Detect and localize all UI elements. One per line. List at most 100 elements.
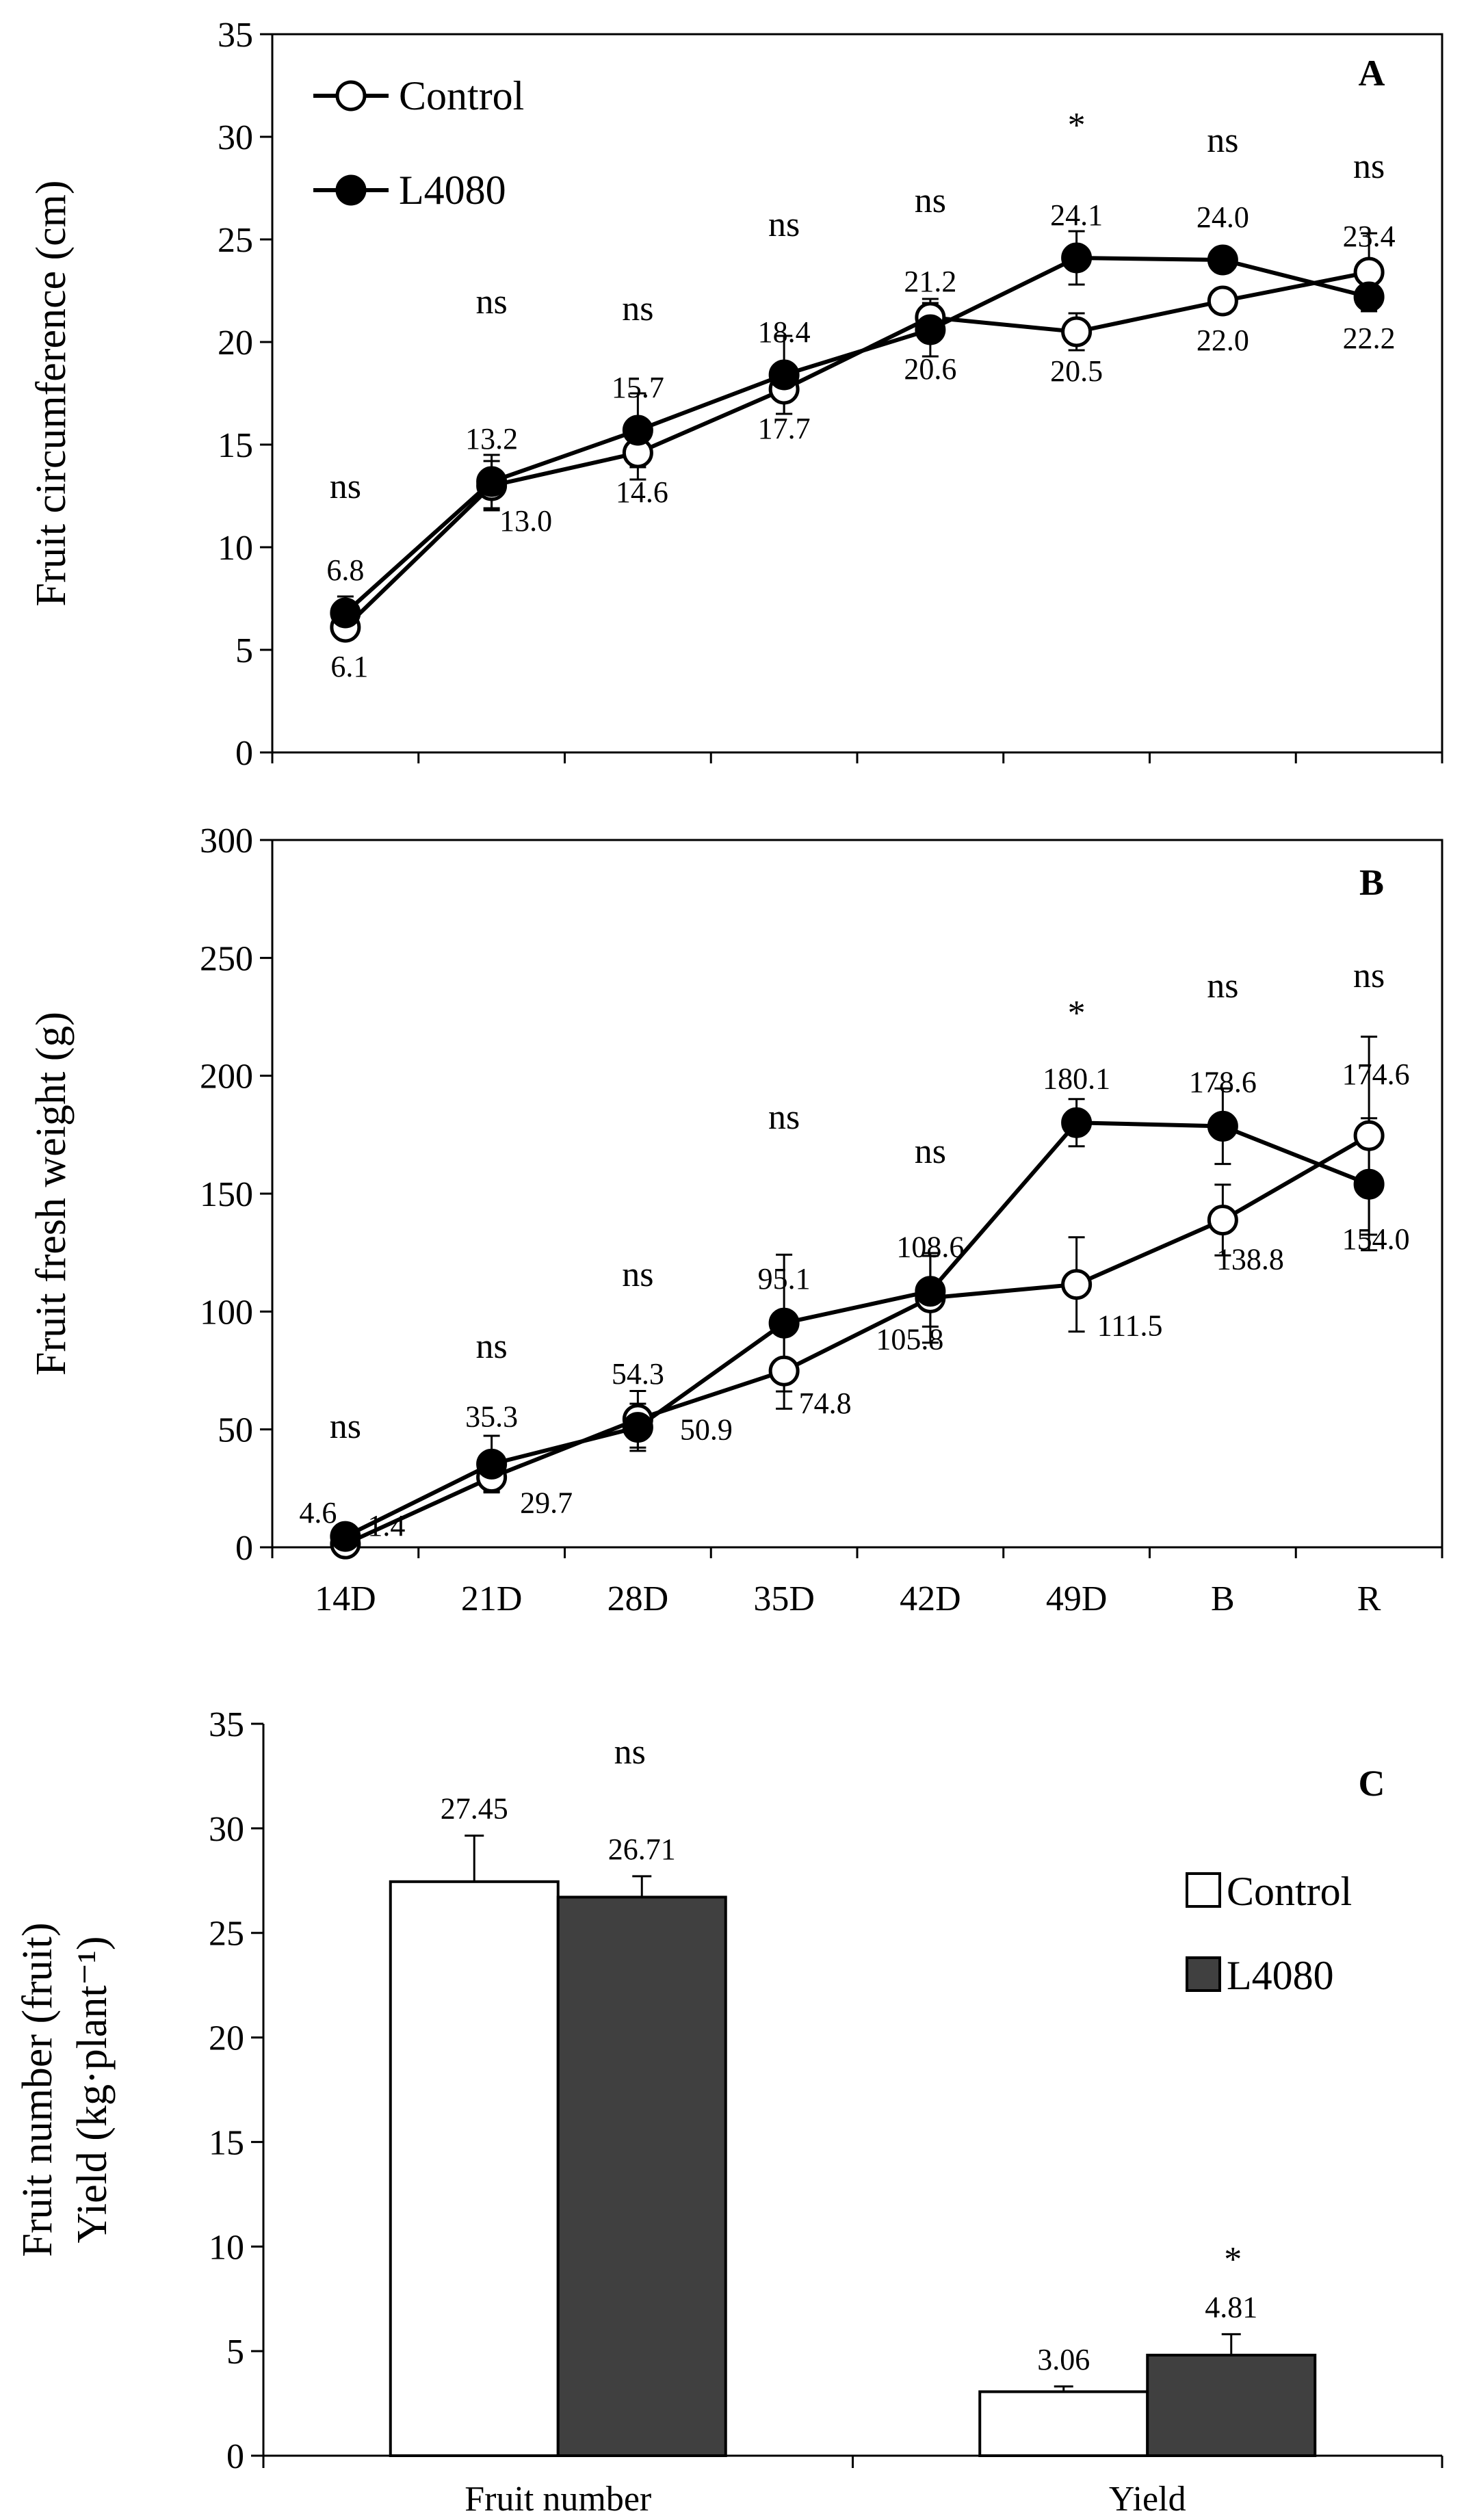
data-point-l4080 bbox=[1353, 281, 1385, 313]
data-label-l4080: 108.6 bbox=[896, 1231, 964, 1264]
y-tick-label: 0 bbox=[226, 2437, 244, 2476]
y-tick-label: 300 bbox=[200, 822, 253, 861]
data-label-l4080: 18.4 bbox=[758, 315, 811, 349]
y-axis-title: Fruit circumference (cm) bbox=[28, 180, 75, 606]
chart-panel-A: 0 5 10 15 20 25 30 35 Fruit circumference (cm) A 6… bbox=[28, 16, 1443, 773]
chart-panel-B: 0 50 100 150 200 250 300 14D 21D 28D 35D 42D 49D B R Fr… bbox=[28, 822, 1443, 1618]
significance-label: * bbox=[1068, 994, 1086, 1033]
data-label-control: 23.4 bbox=[1343, 220, 1396, 253]
y-tick-label: 20 bbox=[218, 324, 253, 363]
panel-label: A bbox=[1359, 53, 1385, 94]
data-point-l4080 bbox=[915, 1276, 946, 1307]
y-tick-label: 30 bbox=[218, 118, 253, 157]
significance-label: ns bbox=[330, 1407, 361, 1446]
data-label-l4080: 180.1 bbox=[1043, 1062, 1110, 1095]
y-tick-label: 200 bbox=[200, 1058, 253, 1097]
data-label-control: 17.7 bbox=[758, 412, 811, 445]
data-point-l4080 bbox=[476, 466, 508, 497]
data-label-l4080: 15.7 bbox=[612, 371, 664, 404]
data-label-control: 3.06 bbox=[1037, 2343, 1090, 2376]
series-line-l4080 bbox=[343, 255, 1370, 615]
data-point-control bbox=[1061, 316, 1093, 347]
chart-panel-C: 0 5 10 15 20 25 30 35 Fruit number 27.45 26.71 ns Yi… bbox=[14, 1705, 1443, 2519]
data-point-l4080 bbox=[1061, 1107, 1093, 1138]
significance-label: ns bbox=[476, 1327, 508, 1366]
plot-frame bbox=[271, 33, 1443, 754]
legend-marker bbox=[335, 174, 367, 206]
data-label-l4080: 4.6 bbox=[299, 1496, 337, 1530]
significance-label: ns bbox=[476, 283, 508, 321]
data-label-control: 138.8 bbox=[1216, 1243, 1284, 1276]
data-label-l4080: 35.3 bbox=[465, 1400, 518, 1433]
y-tick-label: 250 bbox=[200, 939, 253, 978]
x-tick-label: B bbox=[1211, 1579, 1235, 1618]
data-label-l4080: 50.9 bbox=[680, 1413, 733, 1447]
y-tick-label: 35 bbox=[218, 16, 253, 55]
y-tick-label: 0 bbox=[235, 734, 253, 773]
x-tick-label: 28D bbox=[607, 1579, 669, 1618]
significance-label: ns bbox=[1207, 121, 1238, 160]
significance-label: ns bbox=[1353, 147, 1385, 186]
legend-label: L4080 bbox=[399, 168, 506, 213]
data-label-control: 74.8 bbox=[799, 1387, 852, 1420]
y-tick-label: 100 bbox=[200, 1293, 253, 1332]
data-point-l4080 bbox=[768, 359, 800, 391]
significance-label: * bbox=[1068, 106, 1086, 145]
x-tick-label: Yield bbox=[1109, 2480, 1186, 2519]
legend-marker bbox=[335, 80, 367, 111]
data-label-control: 111.5 bbox=[1097, 1309, 1163, 1343]
bar-control bbox=[978, 2390, 1149, 2457]
significance-label: ns bbox=[622, 289, 653, 328]
y-tick-label: 35 bbox=[209, 1705, 244, 1744]
y-tick-label: 30 bbox=[209, 1810, 244, 1849]
data-label-l4080: 24.1 bbox=[1050, 198, 1103, 232]
data-point-l4080 bbox=[476, 1448, 508, 1480]
data-point-control bbox=[1353, 1120, 1385, 1151]
y-tick-label: 15 bbox=[209, 2123, 244, 2162]
panel-label: B bbox=[1359, 862, 1384, 903]
data-point-control bbox=[1207, 1205, 1238, 1236]
panel-label: C bbox=[1359, 1763, 1385, 1804]
data-label-control: 21.2 bbox=[904, 265, 956, 298]
data-label-l4080: 6.8 bbox=[326, 553, 364, 587]
data-label-control: 1.4 bbox=[367, 1509, 405, 1543]
data-label-control: 13.0 bbox=[499, 504, 552, 538]
significance-label: ns bbox=[768, 205, 800, 244]
significance-label: ns bbox=[915, 1132, 946, 1171]
significance-label: ns bbox=[1353, 956, 1385, 995]
series-line-control bbox=[344, 1133, 1370, 1546]
y-axis-title-line1: Fruit number (fruit) bbox=[14, 1922, 61, 2257]
data-label-control: 174.6 bbox=[1342, 1058, 1410, 1091]
x-tick-label: 21D bbox=[461, 1579, 523, 1618]
data-label-l4080: 20.6 bbox=[904, 352, 956, 386]
bar-l4080 bbox=[556, 1895, 727, 2458]
data-label-l4080: 24.0 bbox=[1197, 200, 1249, 234]
data-point-l4080 bbox=[768, 1307, 800, 1339]
data-label-l4080: 13.2 bbox=[465, 422, 518, 456]
y-tick-label: 5 bbox=[226, 2333, 244, 2372]
significance-label: * bbox=[1224, 2240, 1242, 2279]
legend-label: Control bbox=[1227, 1869, 1352, 1914]
data-label-control: 27.45 bbox=[441, 1792, 508, 1826]
data-point-l4080 bbox=[330, 597, 361, 629]
data-label-l4080: 22.2 bbox=[1343, 321, 1396, 355]
legend-swatch bbox=[1186, 1872, 1221, 1908]
data-point-control bbox=[1207, 285, 1238, 317]
y-tick-label: 50 bbox=[218, 1411, 253, 1450]
data-label-l4080: 95.1 bbox=[758, 1262, 811, 1296]
x-tick-label: Fruit number bbox=[465, 2480, 651, 2519]
data-label-l4080: 26.71 bbox=[608, 1833, 676, 1866]
data-label-l4080: 4.81 bbox=[1205, 2290, 1257, 2324]
legend-swatch bbox=[1186, 1956, 1221, 1992]
y-axis-title: Fruit fresh weight (g) bbox=[28, 1012, 75, 1376]
data-point-control bbox=[768, 1355, 800, 1387]
data-label-control: 6.1 bbox=[330, 650, 368, 683]
y-tick-label: 15 bbox=[218, 426, 253, 465]
bar-l4080 bbox=[1146, 2353, 1317, 2457]
data-label-control: 22.0 bbox=[1197, 324, 1249, 357]
y-tick-label: 10 bbox=[218, 529, 253, 568]
data-label-control: 14.6 bbox=[616, 475, 668, 509]
y-tick-label: 150 bbox=[200, 1175, 253, 1214]
x-tick-label: 49D bbox=[1046, 1579, 1108, 1618]
data-point-control bbox=[1061, 1269, 1093, 1300]
